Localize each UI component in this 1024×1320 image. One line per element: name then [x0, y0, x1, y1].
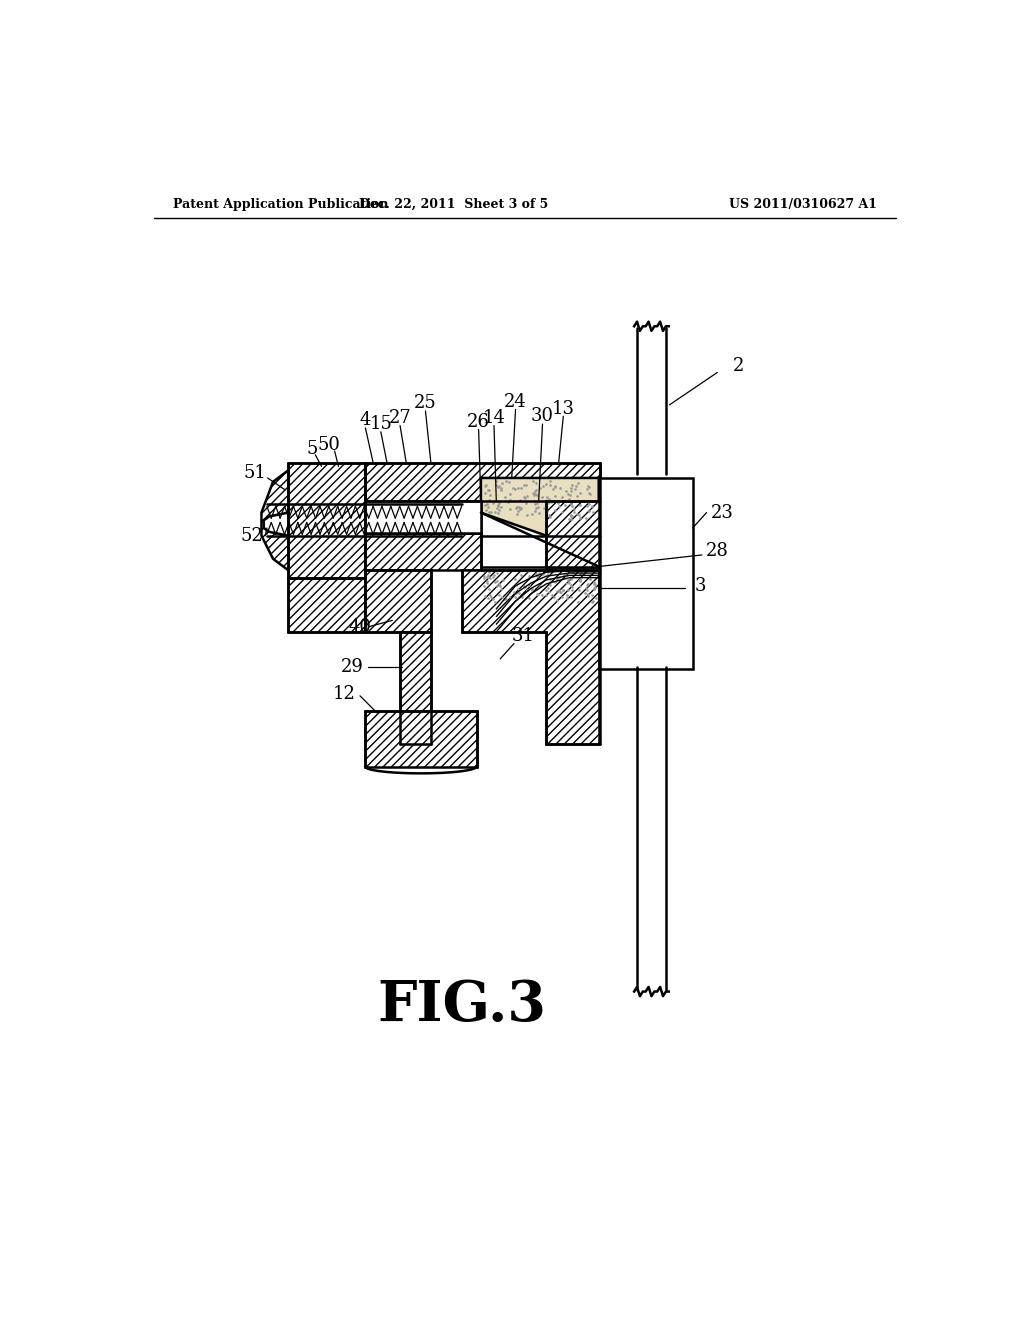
Polygon shape: [261, 470, 289, 570]
Bar: [366, 570, 431, 632]
Text: 31: 31: [512, 627, 535, 644]
Bar: [366, 502, 481, 533]
Text: 3: 3: [694, 577, 707, 595]
Text: 40: 40: [348, 618, 372, 635]
Text: FIG.3: FIG.3: [377, 978, 546, 1032]
Text: 23: 23: [711, 504, 733, 521]
Text: US 2011/0310627 A1: US 2011/0310627 A1: [729, 198, 878, 211]
Text: 52: 52: [241, 527, 263, 545]
Bar: [366, 462, 600, 502]
Text: 24: 24: [504, 393, 527, 411]
Text: 2: 2: [733, 358, 744, 375]
Text: 28: 28: [706, 543, 729, 560]
Text: 25: 25: [414, 395, 437, 412]
Bar: [366, 711, 477, 767]
Text: 15: 15: [370, 414, 392, 433]
Text: 5: 5: [306, 441, 318, 458]
Text: 29: 29: [341, 657, 364, 676]
Polygon shape: [264, 512, 289, 536]
Text: 12: 12: [333, 685, 356, 702]
Bar: [366, 533, 481, 570]
Bar: [289, 462, 366, 578]
Bar: [289, 578, 366, 632]
Polygon shape: [462, 570, 599, 743]
Text: Patent Application Publication: Patent Application Publication: [173, 198, 388, 211]
Text: 4: 4: [359, 412, 371, 429]
Polygon shape: [481, 566, 599, 603]
Bar: [547, 502, 600, 566]
Text: 51: 51: [244, 463, 266, 482]
Text: 30: 30: [531, 408, 554, 425]
Bar: [366, 502, 481, 533]
Text: 14: 14: [482, 409, 506, 426]
Text: 27: 27: [389, 409, 412, 426]
Text: 13: 13: [552, 400, 574, 417]
Text: 26: 26: [467, 413, 490, 430]
Polygon shape: [481, 478, 599, 536]
Bar: [400, 632, 431, 743]
Text: Dec. 22, 2011  Sheet 3 of 5: Dec. 22, 2011 Sheet 3 of 5: [359, 198, 549, 211]
Text: 50: 50: [317, 436, 341, 454]
Bar: [599, 478, 692, 669]
